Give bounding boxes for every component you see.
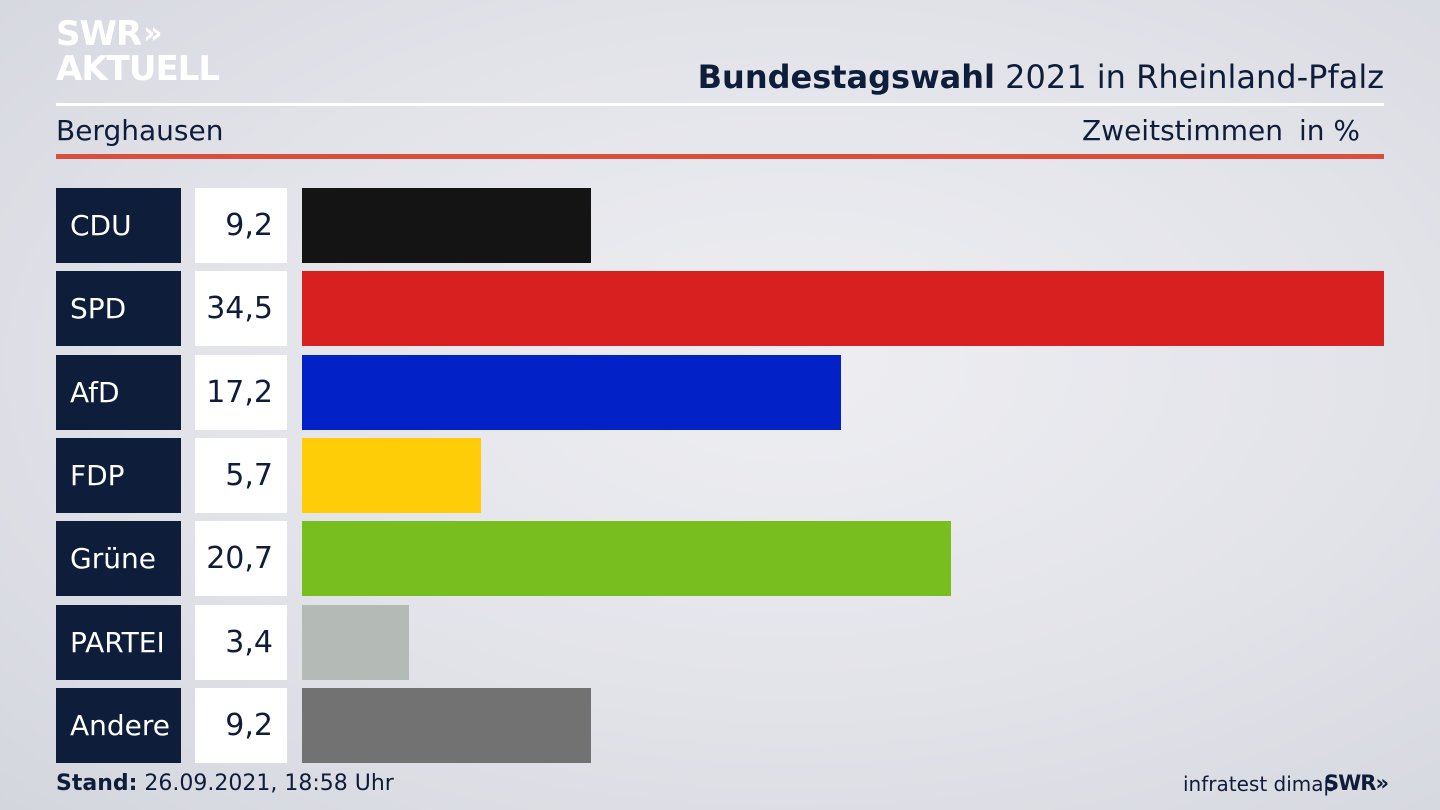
timestamp: Stand: 26.09.2021, 18:58 Uhr: [56, 771, 394, 796]
accent-divider: [56, 154, 1384, 159]
swr-brand-logo: SWR»: [1324, 771, 1389, 795]
region-name: Berghausen: [56, 114, 224, 147]
source-label: infratest dimap: [1183, 772, 1337, 796]
value-label: 34,5: [195, 271, 287, 346]
swr-aktuell-logo: SWR» AKTUELL: [56, 14, 220, 89]
party-label: FDP: [56, 438, 181, 513]
bar: [302, 355, 841, 430]
bar: [302, 688, 591, 763]
bar-row: FDP 5,7: [0, 438, 1440, 513]
party-label: PARTEI: [56, 605, 181, 680]
bar-row: AfD 17,2: [0, 355, 1440, 430]
stand-label: Stand:: [56, 771, 138, 796]
party-label: Grüne: [56, 521, 181, 596]
header-divider: [56, 103, 1384, 106]
value-label: 5,7: [195, 438, 287, 513]
value-label: 3,4: [195, 605, 287, 680]
party-label: SPD: [56, 271, 181, 346]
party-label: CDU: [56, 188, 181, 263]
page-title: Bundestagswahl 2021 in Rheinland-Pfalz: [698, 58, 1384, 96]
stand-value: 26.09.2021, 18:58 Uhr: [137, 771, 394, 796]
bar-row: CDU 9,2: [0, 188, 1440, 263]
logo-text-aktuell: AKTUELL: [56, 49, 220, 89]
value-label: 20,7: [195, 521, 287, 596]
bar: [302, 188, 591, 263]
party-label: AfD: [56, 355, 181, 430]
title-bold: Bundestagswahl: [697, 58, 995, 96]
bar-row: Andere 9,2: [0, 688, 1440, 763]
bar: [302, 271, 1384, 346]
bar-row: SPD 34,5: [0, 271, 1440, 346]
title-rest: 2021 in Rheinland-Pfalz: [995, 58, 1384, 96]
value-label: 9,2: [195, 188, 287, 263]
bar: [302, 438, 481, 513]
party-label: Andere: [56, 688, 181, 763]
bar: [302, 521, 951, 596]
bar-row: PARTEI 3,4: [0, 605, 1440, 680]
measure-label: Zweitstimmen: [1082, 114, 1283, 147]
value-label: 17,2: [195, 355, 287, 430]
bar-row: Grüne 20,7: [0, 521, 1440, 596]
unit-label: in %: [1299, 114, 1361, 147]
bar: [302, 605, 409, 680]
value-label: 9,2: [195, 688, 287, 763]
logo-text-swr: SWR: [56, 14, 142, 54]
